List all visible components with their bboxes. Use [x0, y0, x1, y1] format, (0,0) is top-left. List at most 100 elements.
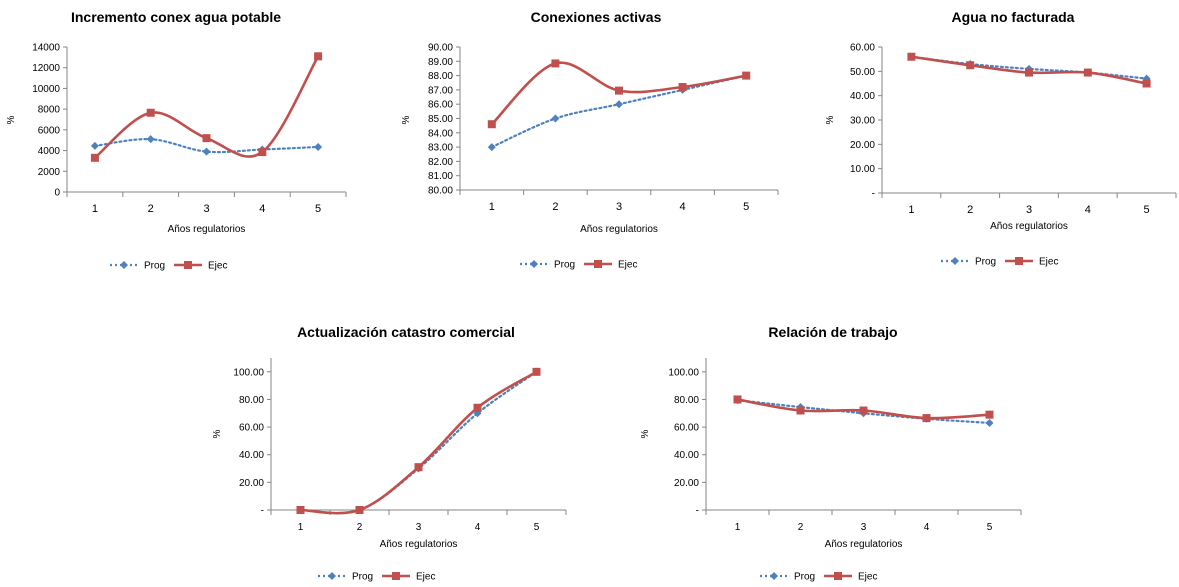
legend-marker — [594, 260, 602, 268]
y-tick-label: 6000 — [38, 125, 61, 136]
y-tick-label: 82.00 — [428, 157, 453, 168]
data-point-ejec — [487, 120, 496, 129]
x-tick-label: 1 — [735, 522, 741, 533]
y-axis-label: % — [6, 115, 17, 124]
legend-marker — [951, 257, 959, 265]
legend-item-prog: Prog — [318, 572, 373, 583]
legend-item-ejec: Ejec — [584, 260, 637, 271]
y-tick-label: 4000 — [38, 146, 61, 157]
legend-label: Prog — [554, 260, 575, 271]
y-tick-label: 100.00 — [233, 367, 264, 378]
y-tick-label: 81.00 — [428, 171, 453, 182]
x-tick-label: 1 — [908, 204, 914, 216]
y-tick-label: 40.00 — [674, 450, 699, 461]
chart-title: Incremento conex agua potable — [71, 9, 281, 25]
y-tick-label: 12000 — [32, 63, 60, 74]
data-point-ejec — [615, 86, 623, 95]
y-tick-label: 2000 — [38, 167, 61, 178]
data-point-prog — [551, 114, 560, 123]
y-axis-label: % — [640, 429, 651, 438]
legend-marker — [770, 572, 778, 580]
x-axis-label: Años regulatorios — [580, 224, 658, 235]
x-axis-label: Años regulatorios — [168, 224, 246, 235]
series-line-prog — [490, 74, 748, 149]
x-tick-label: 3 — [203, 203, 209, 215]
y-tick-label: 0 — [54, 188, 60, 199]
data-point-ejec — [733, 395, 742, 404]
x-tick-label: 1 — [298, 522, 304, 533]
x-tick-label: 2 — [552, 201, 558, 213]
legend-label: Prog — [975, 257, 996, 268]
x-tick-label: 1 — [489, 201, 495, 213]
data-point-ejec — [1025, 68, 1033, 77]
data-point-prog — [615, 100, 623, 109]
y-axis-label: % — [401, 115, 412, 124]
x-tick-label: 2 — [967, 204, 973, 216]
x-tick-label: 5 — [743, 201, 749, 213]
y-tick-label: 20.00 — [239, 478, 264, 489]
x-tick-label: 2 — [148, 203, 154, 215]
x-axis-label: Años regulatorios — [990, 221, 1068, 232]
data-point-ejec — [551, 59, 560, 68]
legend-item-prog: Prog — [760, 572, 815, 583]
data-point-ejec — [922, 414, 931, 423]
data-point-ejec — [985, 410, 994, 419]
y-tick-label: 83.00 — [428, 143, 453, 154]
x-tick-label: 5 — [987, 522, 993, 533]
y-tick-label: 60.00 — [850, 43, 875, 54]
chart-c2: Conexiones activas 80.00 81.00 82.00 83.00 84… — [401, 9, 779, 271]
y-axis-label: % — [825, 115, 836, 124]
legend-item-prog: Prog — [110, 261, 165, 272]
legend-label: Prog — [144, 261, 165, 272]
data-point-ejec — [146, 108, 155, 117]
x-axis-label: Años regulatorios — [380, 539, 458, 550]
data-point-prog — [314, 142, 323, 151]
legend-marker — [120, 261, 128, 269]
data-point-ejec — [414, 463, 423, 472]
series-line-ejec — [299, 370, 538, 515]
x-tick-label: 3 — [1026, 204, 1032, 216]
chart-c5: Relación de trabajo - 20.00 40.00 60.00 80.00… — [640, 324, 1022, 583]
y-tick-label: 100.00 — [668, 367, 699, 378]
legend-marker — [530, 260, 538, 268]
data-point-ejec — [796, 406, 805, 415]
data-point-ejec — [966, 61, 975, 70]
data-point-ejec — [296, 506, 305, 514]
y-tick-label: 60.00 — [239, 423, 264, 434]
data-point-prog — [146, 135, 155, 144]
y-tick-label: 87.00 — [428, 85, 453, 96]
y-tick-label: 14000 — [32, 43, 60, 54]
chart-title: Relación de trabajo — [768, 324, 897, 340]
data-point-prog — [202, 147, 211, 156]
data-point-prog — [90, 141, 99, 150]
data-point-prog — [487, 143, 496, 152]
data-point-ejec — [1142, 79, 1151, 88]
data-point-ejec — [355, 506, 364, 514]
data-point-ejec — [532, 367, 541, 376]
y-tick-label: 85.00 — [428, 114, 453, 125]
y-tick-label: 90.00 — [428, 43, 453, 54]
legend-marker — [834, 572, 842, 580]
data-point-ejec — [90, 153, 99, 162]
data-point-ejec — [258, 148, 267, 157]
x-tick-label: 4 — [1085, 204, 1091, 216]
legend-marker — [392, 572, 400, 580]
x-tick-label: 3 — [616, 201, 622, 213]
y-axis-label: % — [212, 429, 223, 438]
chart-title: Agua no facturada — [952, 9, 1075, 25]
series-line-ejec — [93, 55, 320, 160]
data-point-ejec — [907, 52, 916, 61]
legend-item-ejec: Ejec — [382, 572, 435, 583]
chart-c3: Agua no facturada - 10.00 20.00 30.00 40.00 50… — [825, 9, 1177, 268]
legend-item-ejec: Ejec — [174, 261, 227, 272]
y-tick-label: - — [872, 189, 875, 200]
legend-label: Prog — [794, 572, 815, 583]
y-tick-label: 8000 — [38, 105, 61, 116]
x-tick-label: 5 — [1144, 204, 1150, 216]
chart-c1: Incremento conex agua potable 0 2000 4000 60… — [6, 9, 347, 272]
legend-label: Ejec — [618, 260, 637, 271]
y-tick-label: 89.00 — [428, 57, 453, 68]
x-tick-label: 3 — [861, 522, 867, 533]
y-tick-label: 50.00 — [850, 67, 875, 78]
y-tick-label: 80.00 — [239, 395, 264, 406]
